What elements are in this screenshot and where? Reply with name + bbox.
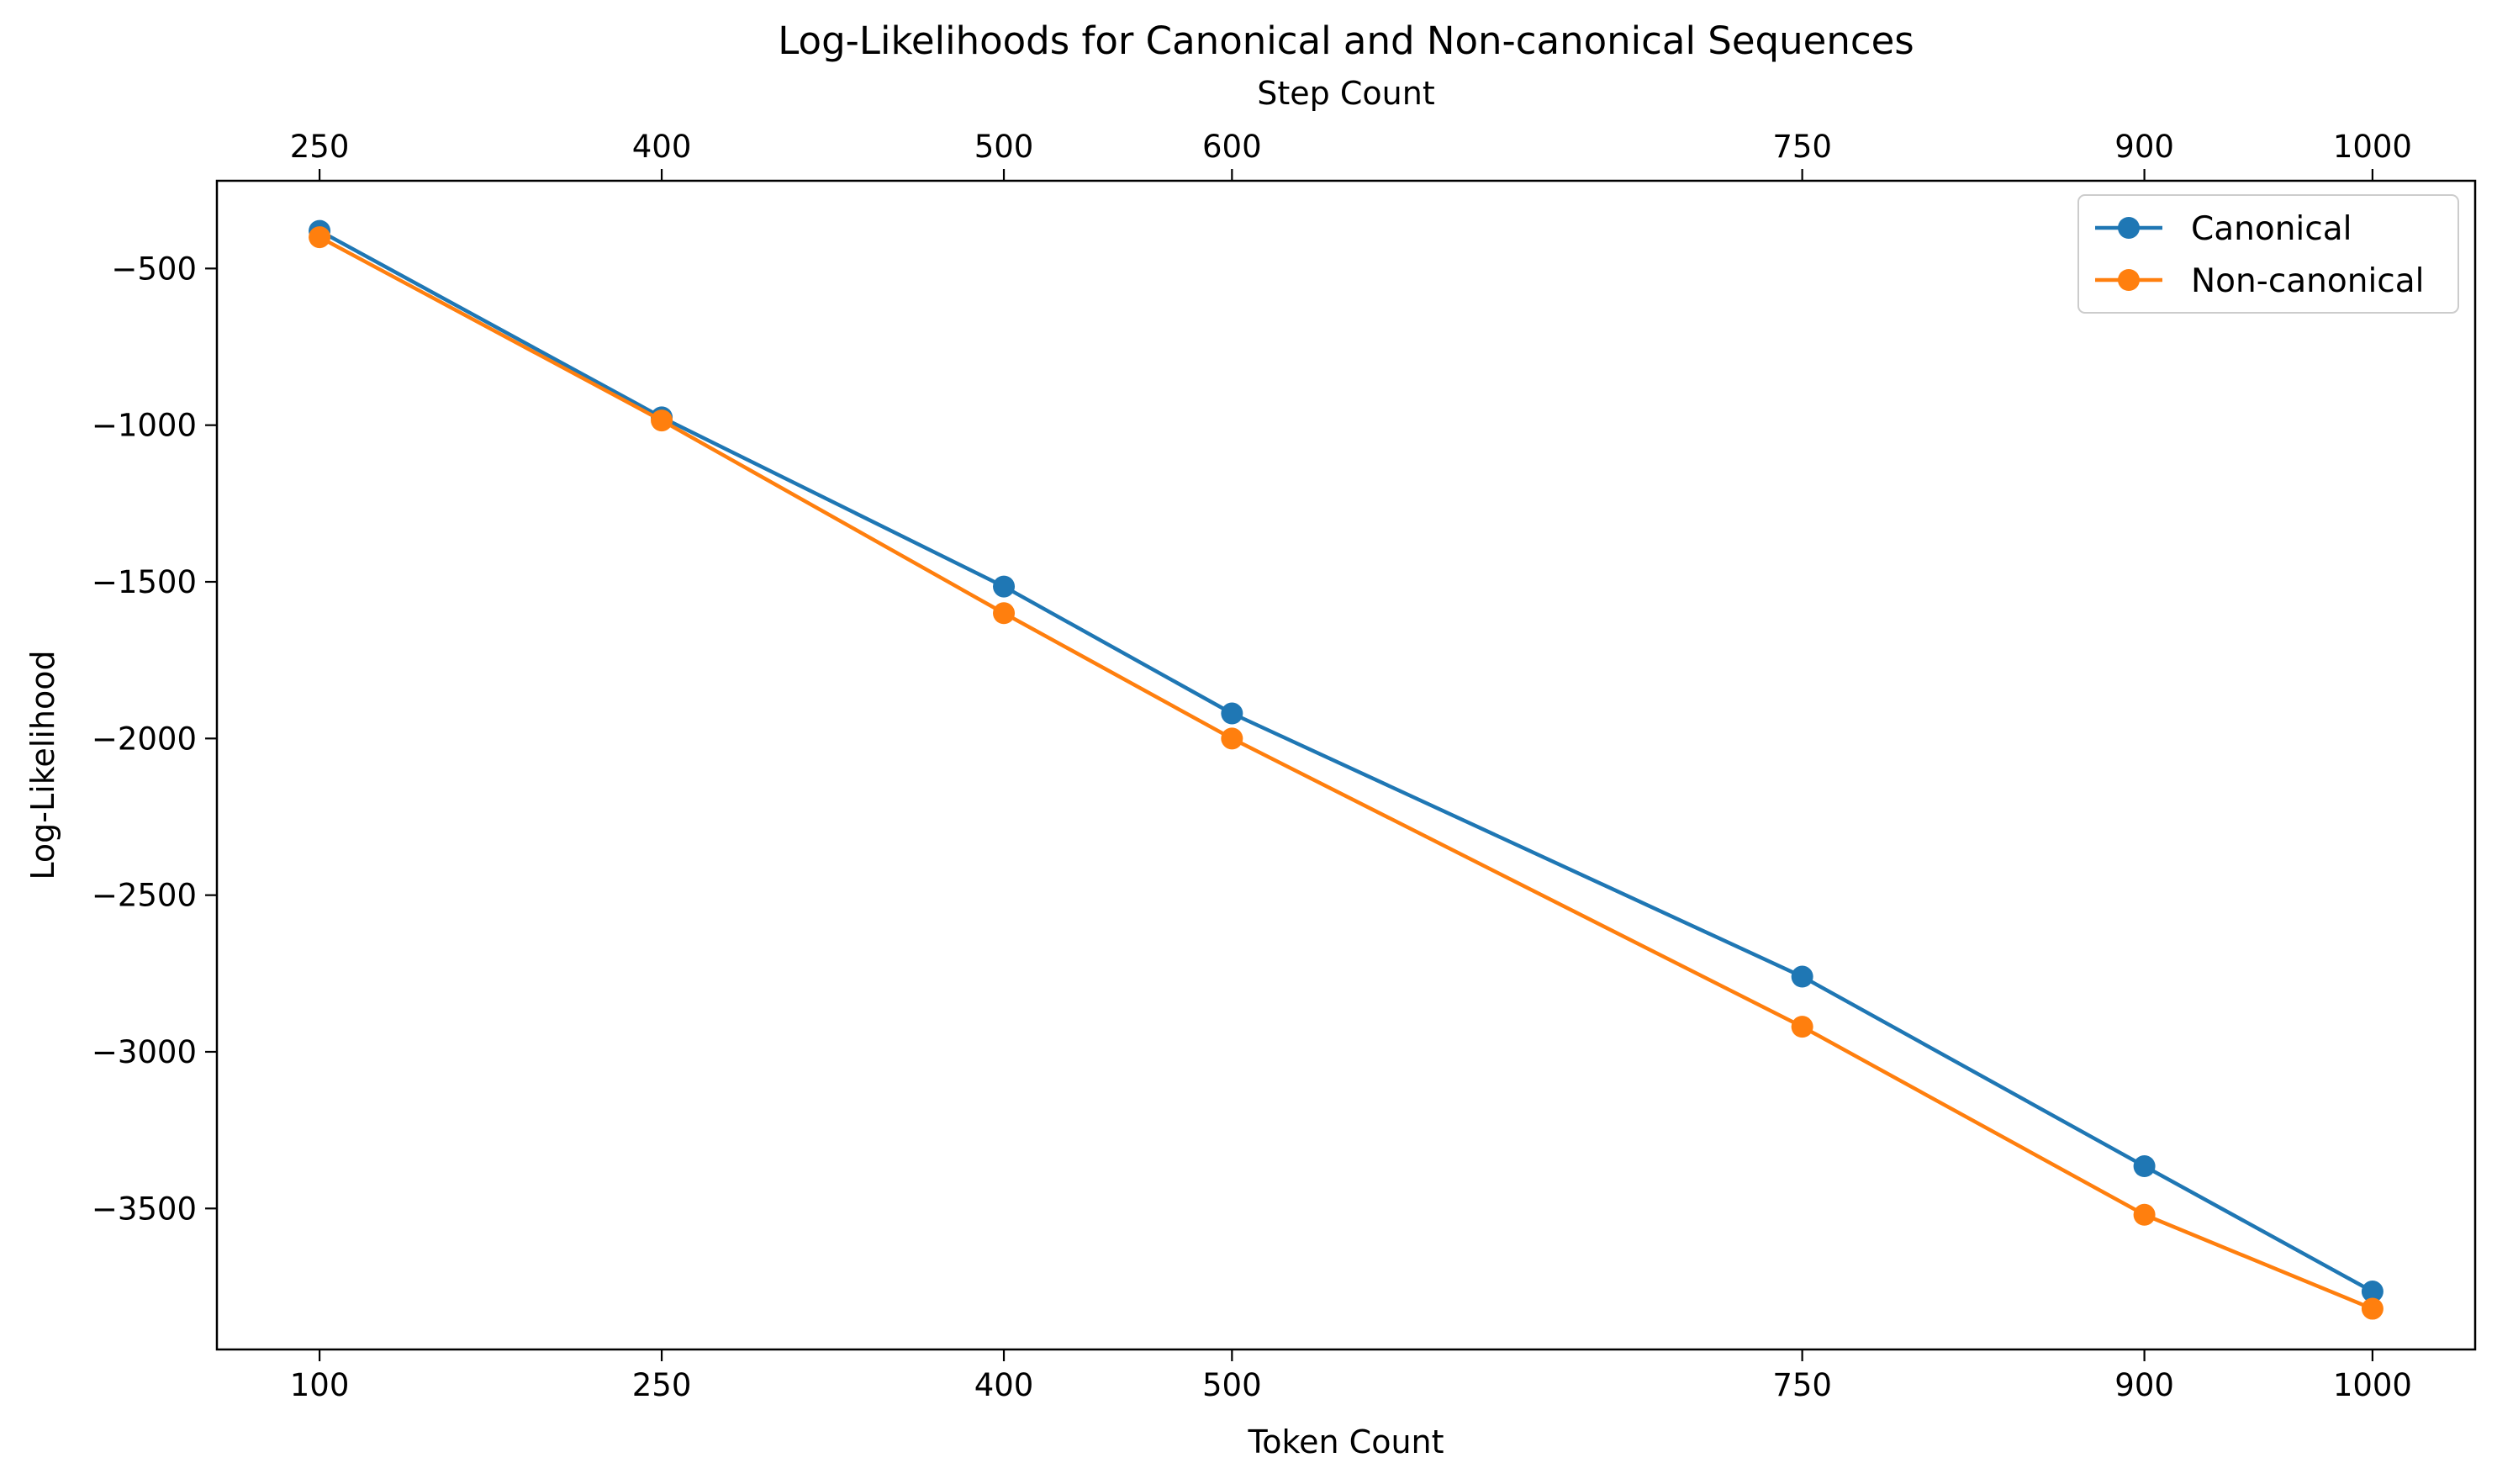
data-point (1221, 702, 1243, 725)
data-point (1221, 727, 1243, 750)
series-canonical (309, 219, 2384, 1303)
y-tick-label: −1000 (92, 408, 197, 444)
y-axis-title: Log-Likelihood (24, 650, 61, 879)
y-tick-label: −3000 (92, 1034, 197, 1070)
legend-box (2077, 194, 2459, 314)
data-point (2133, 1154, 2156, 1177)
y-tick-label: −2000 (92, 721, 197, 757)
data-point (1791, 1016, 1813, 1038)
x-tick-label: 400 (974, 1367, 1034, 1403)
x-tick-label: 900 (2114, 1367, 2174, 1403)
data-point (2361, 1297, 2384, 1320)
x-tick-label: 250 (632, 1367, 692, 1403)
x2-tick-label: 400 (632, 129, 692, 165)
x2-tick-label: 250 (290, 129, 350, 165)
data-point (309, 226, 331, 249)
data-point (1791, 965, 1813, 988)
x2-tick-label: 600 (1202, 129, 1262, 165)
legend-label: Canonical (2191, 210, 2352, 248)
plot-frame (215, 179, 2477, 1351)
x2-tick-label: 500 (974, 129, 1034, 165)
x-tick-label: 750 (1772, 1367, 1832, 1403)
bottom-axis-title: Token Count (1247, 1423, 1444, 1460)
y-tick-label: −2500 (92, 878, 197, 914)
data-point (651, 409, 673, 432)
y-tick-label: −3500 (92, 1191, 197, 1227)
x2-tick-label: 750 (1772, 129, 1832, 165)
series-line (319, 229, 2373, 1294)
legend-swatch-marker (2118, 217, 2140, 239)
y-tick-label: −500 (111, 251, 197, 287)
data-point (993, 575, 1016, 598)
plot-area: 100 250 250 400 400 500 500 600 750 750 900 900 1000… (92, 129, 2477, 1403)
legend-swatch-marker (2118, 269, 2140, 291)
x-tick-label: 500 (1202, 1367, 1262, 1403)
data-point (2133, 1203, 2156, 1226)
data-point (993, 602, 1016, 625)
x2-tick-label: 900 (2114, 129, 2174, 165)
legend-label: Non-canonical (2191, 262, 2424, 300)
x2-tick-label: 1000 (2333, 129, 2412, 165)
series-non-canonical (309, 226, 2384, 1320)
x-tick-label: 100 (290, 1367, 350, 1403)
top-axis-title: Step Count (1257, 75, 1434, 112)
x-tick-label: 1000 (2333, 1367, 2412, 1403)
y-tick-label: −1500 (92, 564, 197, 600)
chart-title: Log-Likelihoods for Canonical and Non-ca… (778, 18, 1914, 63)
data-point (2361, 1281, 2384, 1303)
